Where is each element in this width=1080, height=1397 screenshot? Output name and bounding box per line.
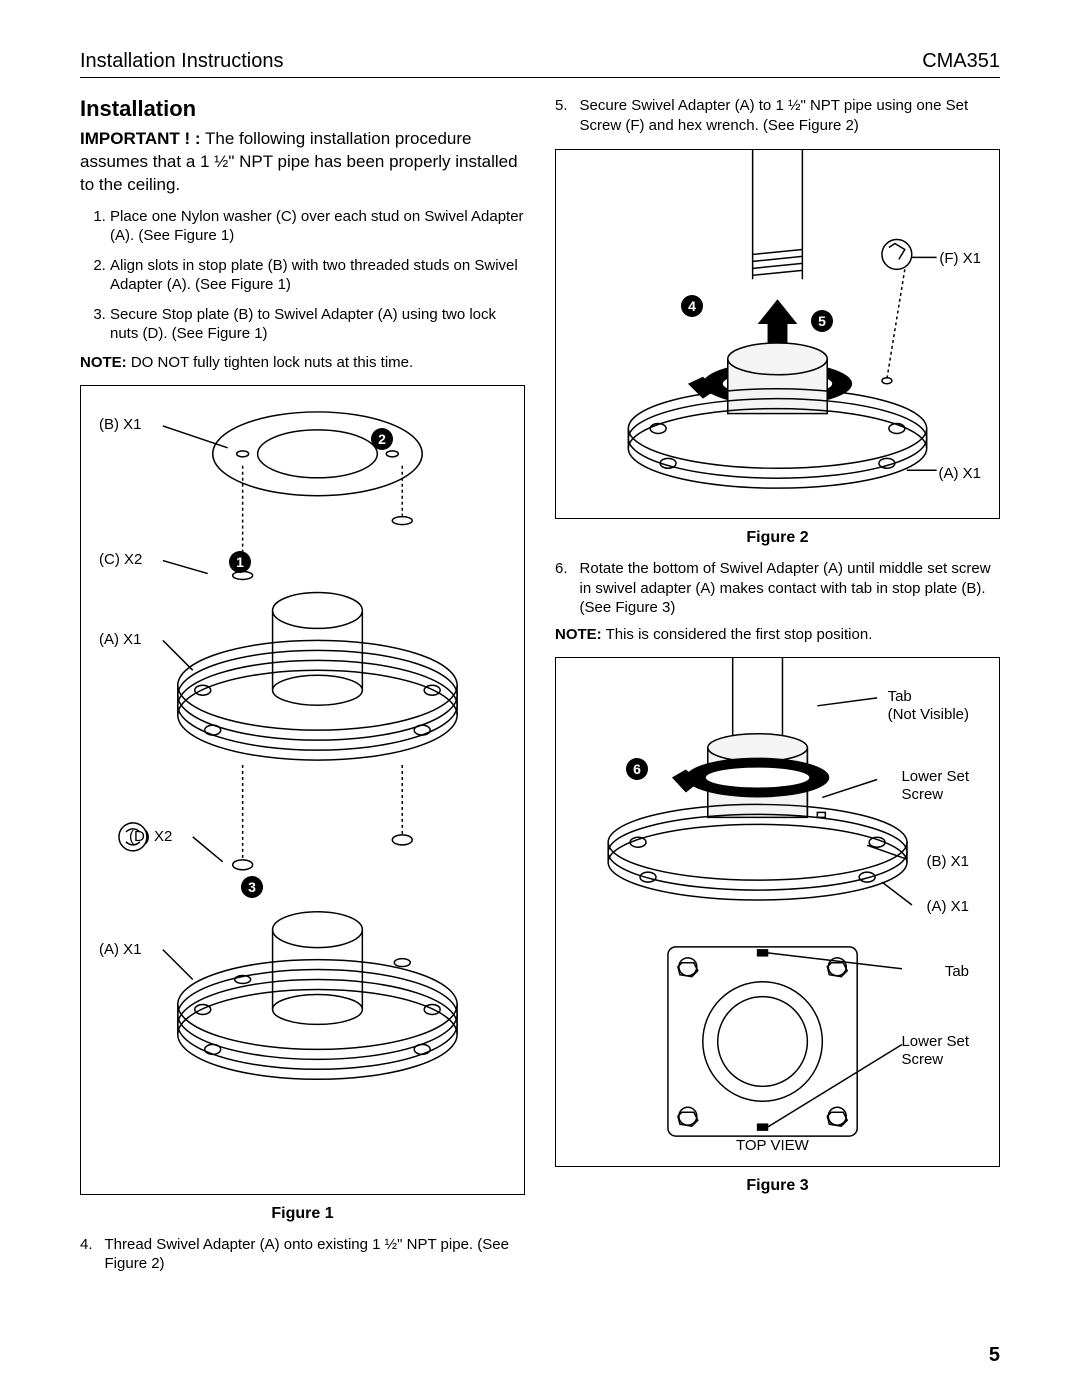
note2-rest: This is considered the first stop positi… bbox=[602, 626, 873, 643]
fig3-label-tab2: Tab bbox=[945, 963, 969, 980]
steps-1-3: Place one Nylon washer (C) over each stu… bbox=[80, 207, 525, 344]
intro-paragraph: IMPORTANT ! : The following installation… bbox=[80, 128, 525, 197]
fig1-label-d: (D) X2 bbox=[129, 828, 172, 845]
note-2: NOTE: This is considered the first stop … bbox=[555, 626, 1000, 643]
note1-bold: NOTE: bbox=[80, 354, 127, 371]
figure-1-caption: Figure 1 bbox=[80, 1205, 525, 1223]
fig1-label-a2: (A) X1 bbox=[99, 941, 142, 958]
page-number: 5 bbox=[989, 1344, 1000, 1367]
step-4: Thread Swivel Adapter (A) onto existing … bbox=[105, 1235, 525, 1274]
fig2-label-f: (F) X1 bbox=[939, 250, 981, 267]
fig3-label-lower1: Lower Set Screw bbox=[901, 768, 969, 804]
figure-3-caption: Figure 3 bbox=[555, 1177, 1000, 1195]
step-6-num: 6. bbox=[555, 559, 568, 618]
step-6-wrap: 6. Rotate the bottom of Swivel Adapter (… bbox=[555, 559, 1000, 618]
fig3-circle-6: 6 bbox=[626, 758, 648, 780]
step-6: Rotate the bottom of Swivel Adapter (A) … bbox=[580, 559, 1000, 618]
step-2: Align slots in stop plate (B) with two t… bbox=[110, 256, 525, 295]
right-column: 5. Secure Swivel Adapter (A) to 1 ½" NPT… bbox=[555, 96, 1000, 1274]
fig2-circle-5: 5 bbox=[811, 310, 833, 332]
header-right: CMA351 bbox=[922, 50, 1000, 73]
page-header: Installation Instructions CMA351 bbox=[80, 50, 1000, 78]
fig2-label-a: (A) X1 bbox=[938, 465, 981, 482]
figure-2-box: (F) X1 (A) X1 4 5 bbox=[555, 149, 1000, 519]
note1-rest: DO NOT fully tighten lock nuts at this t… bbox=[127, 354, 414, 371]
fig3-label-tab1: Tab (Not Visible) bbox=[888, 688, 969, 724]
fig2-circle-4: 4 bbox=[681, 295, 703, 317]
section-title: Installation bbox=[80, 96, 525, 122]
step-1: Place one Nylon washer (C) over each stu… bbox=[110, 207, 525, 246]
fig1-label-a1: (A) X1 bbox=[99, 631, 142, 648]
fig1-label-c: (C) X2 bbox=[99, 551, 142, 568]
step-5-wrap: 5. Secure Swivel Adapter (A) to 1 ½" NPT… bbox=[555, 96, 1000, 135]
fig3-label-topview: TOP VIEW bbox=[736, 1137, 809, 1154]
step-5-num: 5. bbox=[555, 96, 568, 135]
figure-2-caption: Figure 2 bbox=[555, 529, 1000, 547]
note-1: NOTE: DO NOT fully tighten lock nuts at … bbox=[80, 354, 525, 371]
left-column: Installation IMPORTANT ! : The following… bbox=[80, 96, 525, 1274]
figure-3-box: Tab (Not Visible) Lower Set Screw (B) X1… bbox=[555, 657, 1000, 1167]
intro-bold: IMPORTANT ! : bbox=[80, 129, 201, 148]
header-left: Installation Instructions bbox=[80, 50, 283, 73]
figure-1-svg bbox=[81, 386, 524, 1194]
figure-1-box: (B) X1 (C) X2 (A) X1 (D) X2 (A) X1 1 2 3 bbox=[80, 385, 525, 1195]
step-5: Secure Swivel Adapter (A) to 1 ½" NPT pi… bbox=[580, 96, 1000, 135]
fig1-circle-1: 1 bbox=[229, 551, 251, 573]
fig3-label-a: (A) X1 bbox=[926, 898, 969, 915]
note2-bold: NOTE: bbox=[555, 626, 602, 643]
fig1-label-b: (B) X1 bbox=[99, 416, 142, 433]
fig1-circle-2: 2 bbox=[371, 428, 393, 450]
step-4-num: 4. bbox=[80, 1235, 93, 1274]
step-4-wrap: 4. Thread Swivel Adapter (A) onto existi… bbox=[80, 1235, 525, 1274]
figure-2-svg bbox=[556, 150, 999, 518]
fig3-label-lower2: Lower Set Screw bbox=[901, 1033, 969, 1069]
fig1-circle-3: 3 bbox=[241, 876, 263, 898]
step-3: Secure Stop plate (B) to Swivel Adapter … bbox=[110, 305, 525, 344]
fig3-label-b: (B) X1 bbox=[926, 853, 969, 870]
